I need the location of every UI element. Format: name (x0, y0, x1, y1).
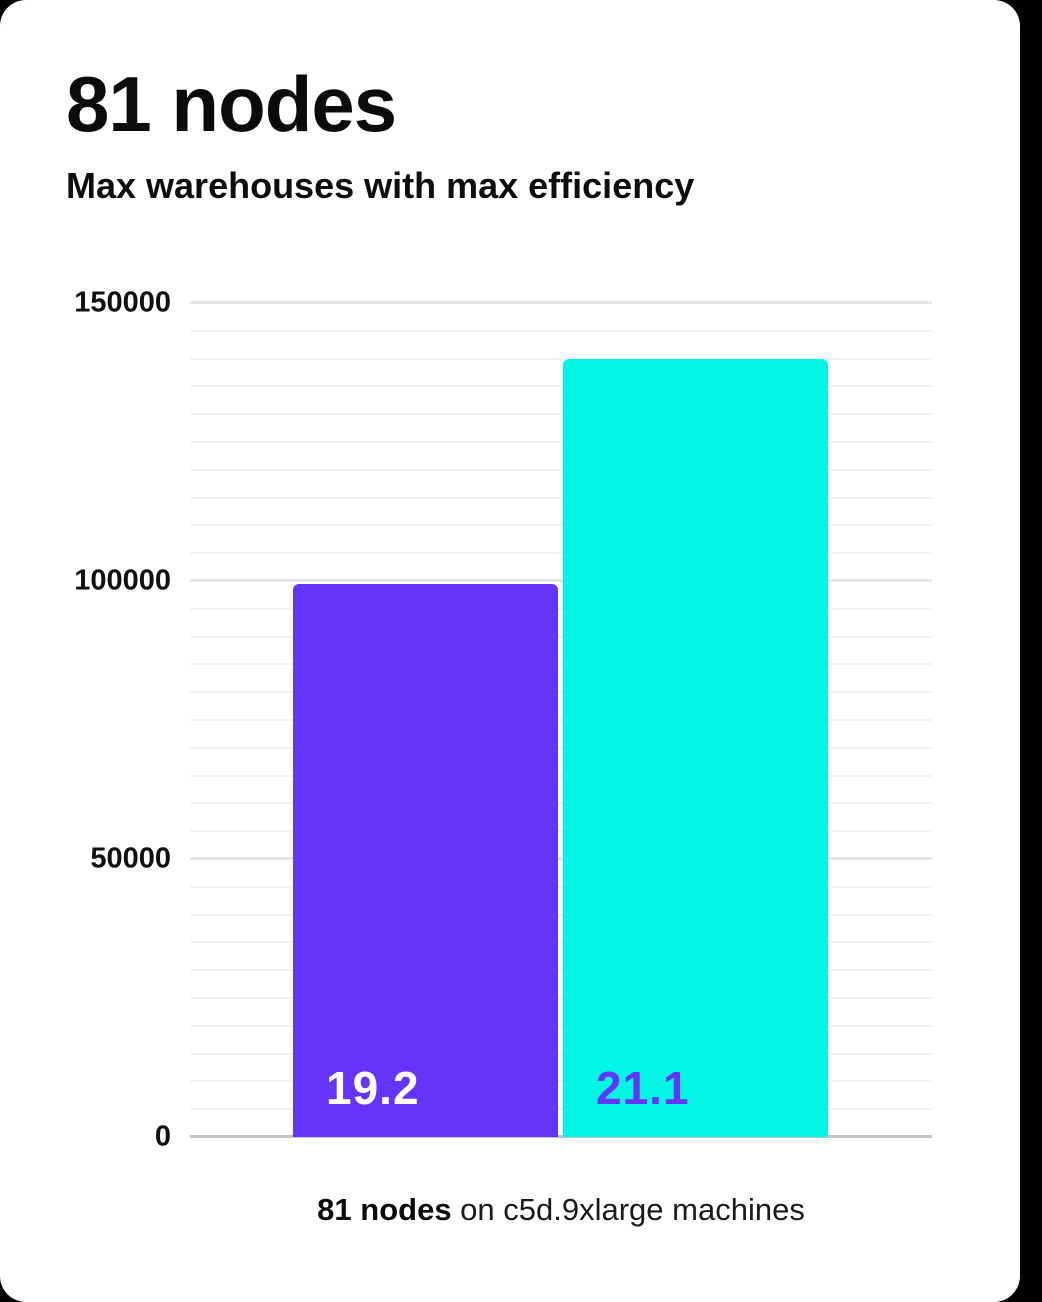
caption-bold-text: 81 nodes (317, 1192, 452, 1227)
minor-gridline (190, 385, 932, 388)
minor-gridline (190, 913, 932, 916)
y-axis-label: 50000 (90, 842, 171, 875)
page-subtitle: Max warehouses with max efficiency (66, 165, 695, 206)
minor-gridline (190, 941, 932, 944)
minor-gridline (190, 357, 932, 360)
minor-gridline (190, 468, 932, 471)
minor-gridline (190, 746, 932, 749)
minor-gridline (190, 552, 932, 555)
plot-area: 19.2 21.1 (190, 301, 932, 1138)
minor-gridline (190, 1108, 932, 1111)
major-gridline (190, 857, 932, 860)
bar-value-label: 21.1 (596, 1062, 690, 1114)
minor-gridline (190, 524, 932, 527)
y-axis: 0 50000 100000 150000 (40, 288, 171, 1151)
minor-gridline (190, 691, 932, 694)
minor-gridline (190, 1052, 932, 1055)
minor-gridline (190, 1080, 932, 1083)
minor-gridline (190, 413, 932, 416)
y-axis-label: 150000 (74, 286, 171, 319)
bar-value-label: 19.2 (326, 1062, 420, 1114)
x-axis-line (190, 1135, 932, 1138)
minor-gridline (190, 1024, 932, 1027)
minor-gridline (190, 635, 932, 638)
minor-gridline (190, 607, 932, 610)
minor-gridline (190, 329, 932, 332)
minor-gridline (190, 496, 932, 499)
minor-gridline (190, 663, 932, 666)
page-title: 81 nodes (66, 60, 397, 148)
major-gridline (190, 301, 932, 304)
caption-regular-text: on c5d.9xlarge machines (451, 1192, 805, 1227)
minor-gridline (190, 774, 932, 777)
minor-gridline (190, 969, 932, 972)
minor-gridline (190, 997, 932, 999)
minor-gridline (190, 830, 932, 833)
bar: 19.2 (293, 583, 558, 1137)
minor-gridline (190, 885, 932, 888)
bar: 21.1 (563, 358, 828, 1137)
minor-gridline (190, 802, 932, 805)
chart-card: 81 nodes Max warehouses with max efficie… (0, 0, 1020, 1302)
major-gridline (190, 579, 932, 582)
y-axis-label: 100000 (74, 564, 171, 597)
minor-gridline (190, 719, 932, 721)
chart-caption: 81 nodes on c5d.9xlarge machines (190, 1192, 932, 1228)
y-axis-label: 0 (154, 1120, 171, 1153)
minor-gridline (190, 441, 932, 443)
